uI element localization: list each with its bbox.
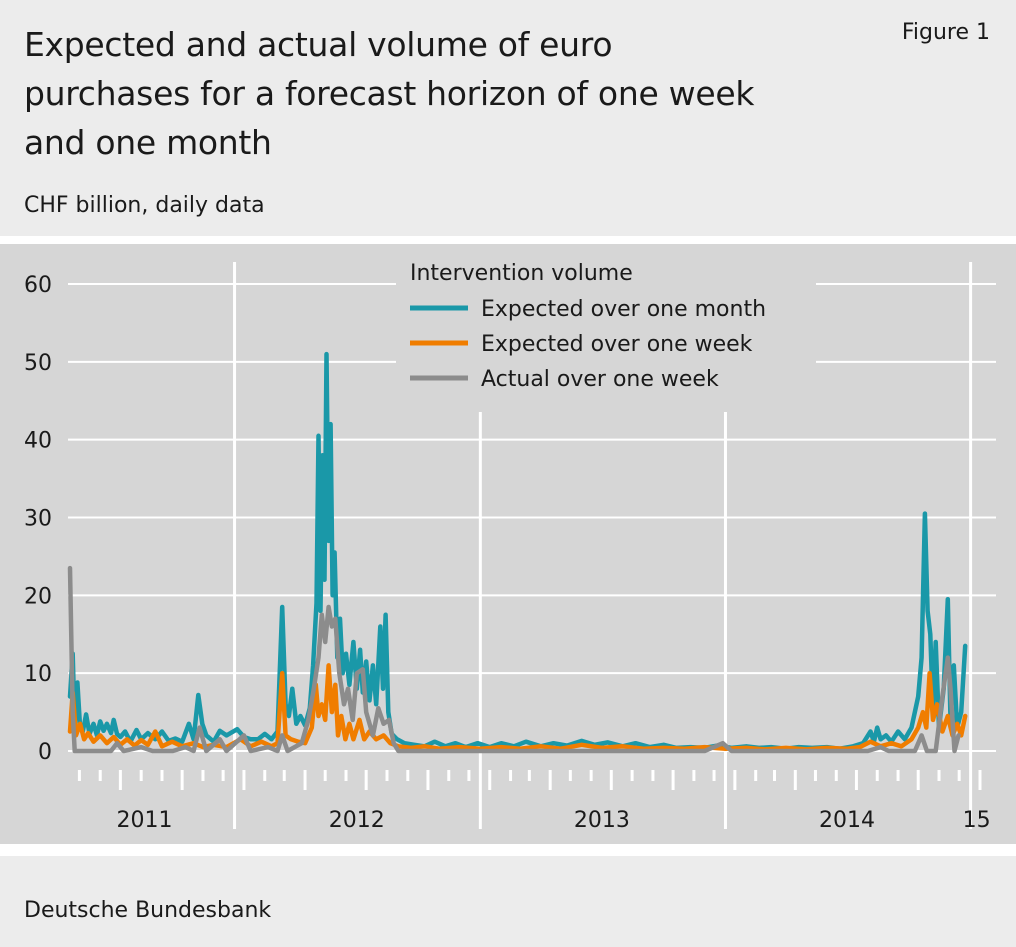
chart-title: Expected and actual volume of euro purch… bbox=[24, 25, 755, 162]
y-tick-label: 30 bbox=[24, 507, 52, 532]
axes: 0 10 20 30 40 50 60 2011 2012 2013 2014 15 bbox=[24, 273, 991, 833]
series-line-expected-over-one-week bbox=[67, 663, 968, 752]
series-line-actual-over-one-week bbox=[67, 565, 961, 754]
y-tick-label: 20 bbox=[24, 584, 52, 609]
legend-entry: Expected over one week bbox=[481, 332, 753, 357]
series-lines bbox=[67, 351, 968, 754]
y-tick-label: 10 bbox=[24, 662, 52, 687]
legend-entry: Actual over one week bbox=[481, 367, 719, 392]
y-tick-label: 50 bbox=[24, 351, 52, 376]
legend-entry: Expected over one month bbox=[481, 297, 766, 322]
y-tick-label: 60 bbox=[24, 273, 52, 298]
year-label: 15 bbox=[963, 808, 991, 833]
year-label: 2013 bbox=[574, 808, 630, 833]
legend-title: Intervention volume bbox=[410, 261, 633, 286]
year-label: 2014 bbox=[819, 808, 875, 833]
chart-subtitle: CHF billion, daily data bbox=[24, 193, 265, 218]
year-label: 2012 bbox=[329, 808, 385, 833]
figure-label: Figure 1 bbox=[901, 20, 990, 45]
chart-svg: 0 10 20 30 40 50 60 2011 2012 2013 2014 15 Interven… bbox=[0, 244, 1016, 844]
y-tick-label: 40 bbox=[24, 429, 52, 454]
y-tick-label: 0 bbox=[38, 740, 52, 765]
series-line-expected-over-one-month bbox=[67, 351, 968, 751]
legend: Intervention volume Expected over one mon… bbox=[396, 252, 816, 412]
source-note: Deutsche Bundesbank bbox=[24, 898, 272, 923]
legend-box bbox=[396, 252, 816, 412]
year-label: 2011 bbox=[117, 808, 173, 833]
